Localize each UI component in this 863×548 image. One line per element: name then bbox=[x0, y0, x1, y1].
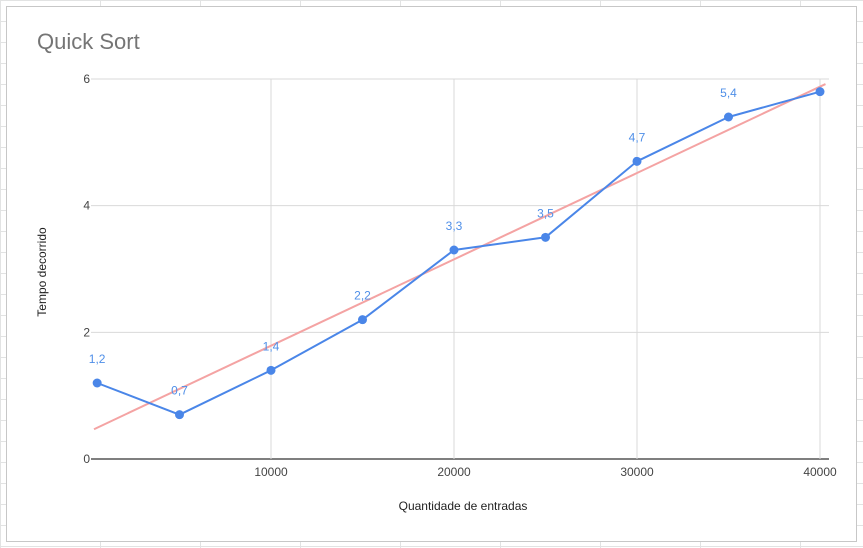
series-layer bbox=[92, 87, 825, 420]
data-label: 2,2 bbox=[354, 289, 371, 303]
x-tick-label: 30000 bbox=[620, 465, 654, 479]
data-label: 1,4 bbox=[263, 339, 280, 353]
trendline-layer bbox=[93, 83, 826, 431]
y-tick-label: 0 bbox=[83, 452, 90, 466]
data-point[interactable] bbox=[266, 365, 276, 375]
data-point[interactable] bbox=[358, 315, 367, 325]
data-point[interactable] bbox=[815, 87, 825, 97]
x-tick-label: 20000 bbox=[437, 465, 471, 479]
y-axis-title: Tempo decorrido bbox=[35, 227, 49, 317]
data-label: 1,2 bbox=[89, 352, 106, 366]
y-tick-label: 4 bbox=[83, 199, 90, 213]
y-tick-label: 2 bbox=[83, 325, 90, 339]
data-label: 0,7 bbox=[171, 384, 188, 398]
x-tick-label: 40000 bbox=[803, 465, 837, 479]
data-point[interactable] bbox=[724, 112, 733, 122]
series-line bbox=[96, 90, 821, 416]
data-label: 5,4 bbox=[720, 86, 737, 100]
data-point[interactable] bbox=[449, 245, 459, 255]
trendline bbox=[93, 83, 826, 431]
data-label: 3,3 bbox=[446, 219, 463, 233]
chart-container[interactable]: Quick Sort bbox=[6, 6, 857, 542]
chart-title: Quick Sort bbox=[37, 29, 140, 54]
data-label: 3,5 bbox=[537, 206, 554, 220]
y-tick-label: 6 bbox=[83, 72, 90, 86]
data-label: 4,7 bbox=[629, 130, 646, 144]
data-point[interactable] bbox=[92, 378, 102, 388]
data-point[interactable] bbox=[175, 410, 184, 420]
x-tick-label: 10000 bbox=[254, 465, 288, 479]
x-axis-title: Quantidade de entradas bbox=[399, 499, 528, 513]
data-point[interactable] bbox=[541, 232, 550, 242]
data-point[interactable] bbox=[632, 156, 642, 166]
grid-lines bbox=[91, 78, 829, 460]
data-labels-layer: 1,2 0,7 1,4 2,2 3,3 3,5 4,7 5,4 bbox=[89, 86, 737, 398]
tick-labels: 0 2 4 6 10000 20000 30000 40000 bbox=[83, 72, 837, 479]
